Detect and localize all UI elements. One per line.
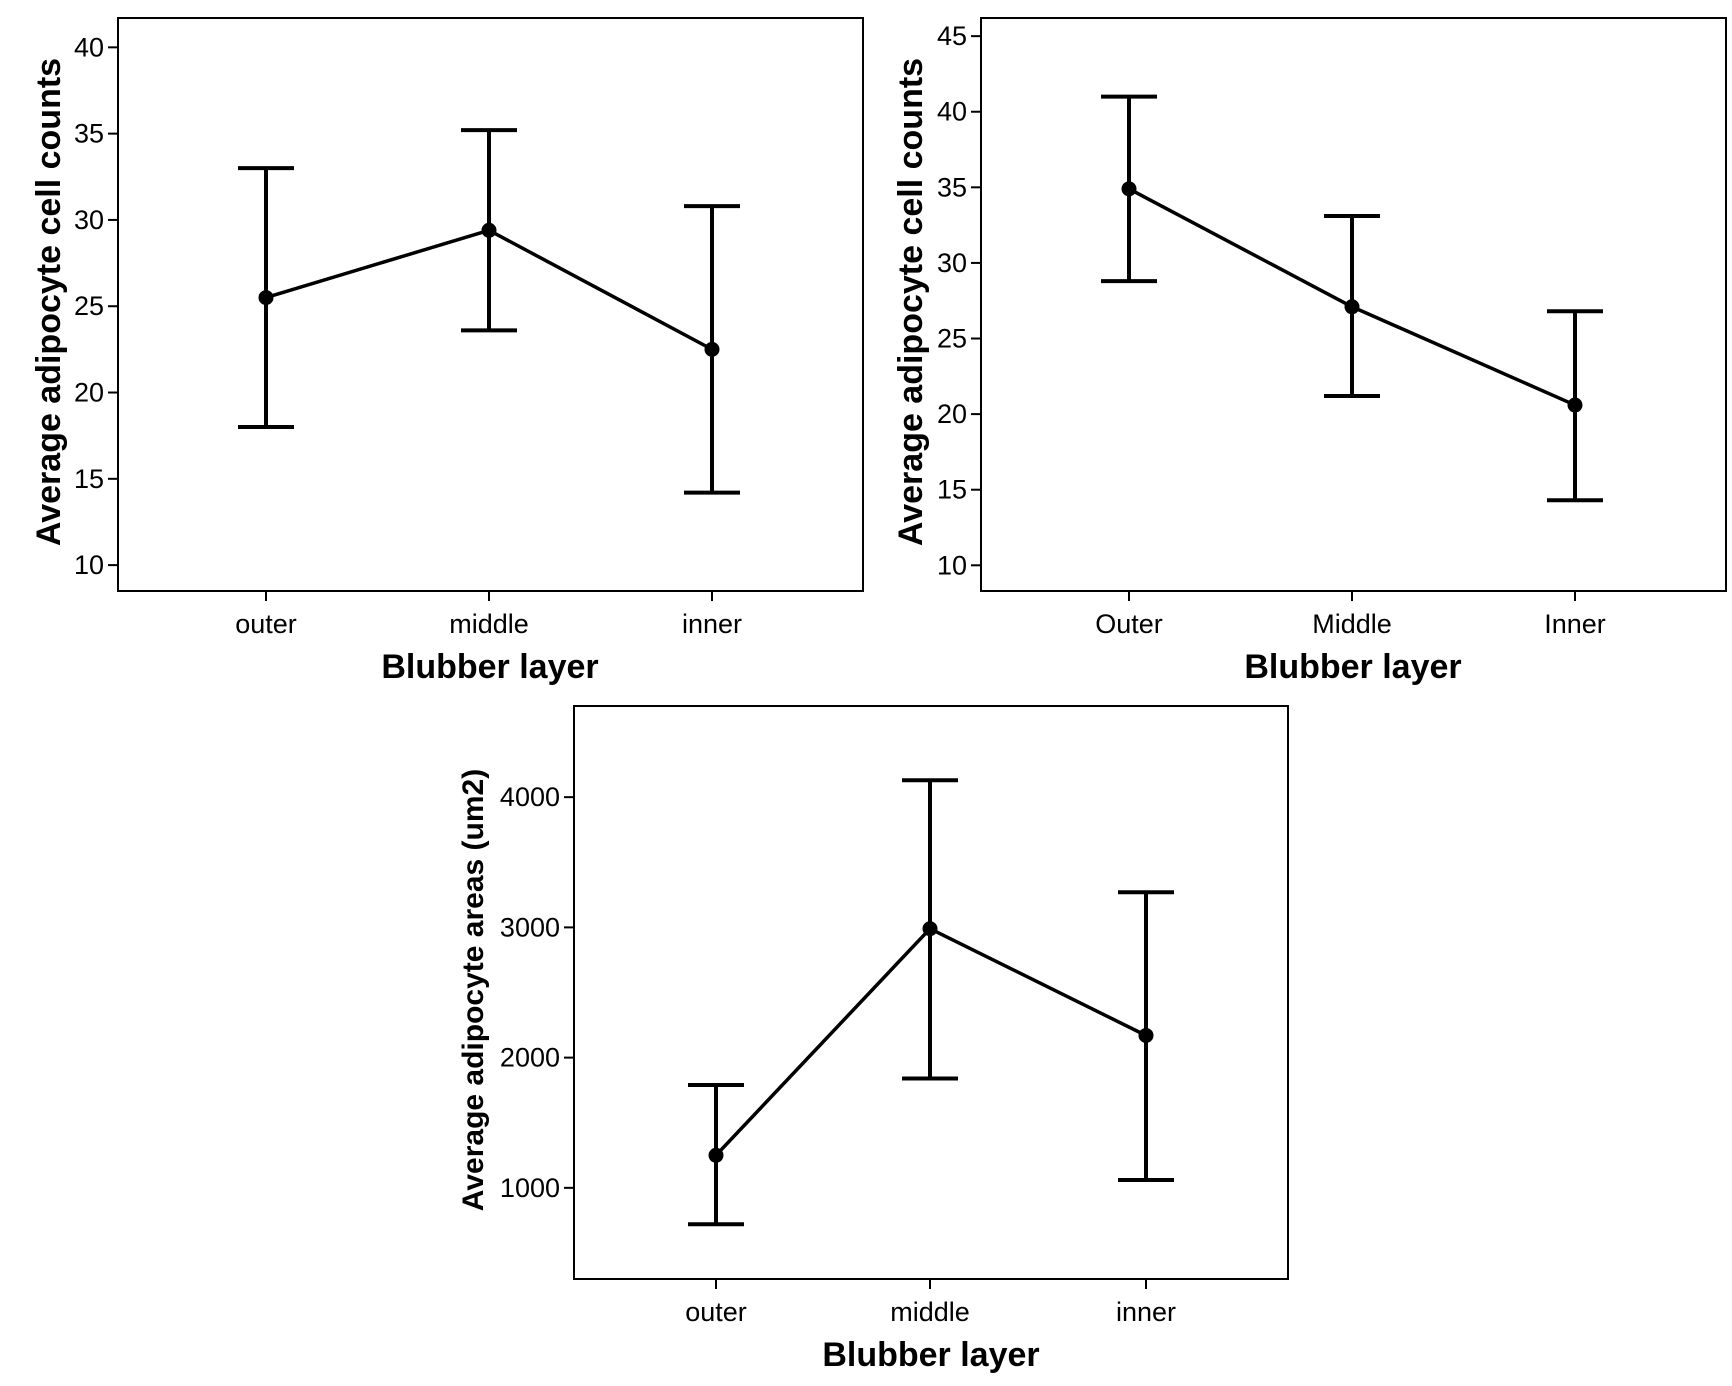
x-axis-title: Blubber layer bbox=[822, 1336, 1039, 1374]
chart-panel-3: 1000 2000 3000 4000 outer middle inner Blubbe… bbox=[457, 705, 1289, 1374]
data-point bbox=[704, 341, 720, 357]
y-tick-label: 15 bbox=[74, 464, 104, 494]
x-tick-label: outer bbox=[685, 1297, 747, 1327]
y-axis-title: Average adipocyte cell counts bbox=[892, 58, 930, 546]
data-point bbox=[1344, 299, 1360, 315]
y-axis-title: Average adipocyte areas (um2) bbox=[457, 769, 490, 1211]
x-tick-label: inner bbox=[1116, 1297, 1176, 1327]
y-tick-label: 35 bbox=[937, 172, 967, 202]
y-tick-label: 4000 bbox=[500, 782, 560, 812]
y-tick-label: 20 bbox=[937, 399, 967, 429]
x-tick-label: middle bbox=[890, 1297, 970, 1327]
data-point bbox=[481, 222, 497, 238]
plot-content bbox=[238, 128, 740, 495]
y-tick-label: 2000 bbox=[500, 1043, 560, 1073]
chart-panel-2: 10 15 20 25 30 35 40 45 Outer Middle Inner Blubbe… bbox=[892, 17, 1727, 686]
plot-content bbox=[1101, 94, 1603, 503]
x-tick-label: middle bbox=[449, 609, 529, 639]
y-tick-label: 40 bbox=[74, 32, 104, 62]
y-tick-label: 15 bbox=[937, 475, 967, 505]
y-axis: 1000 2000 3000 4000 bbox=[500, 782, 574, 1203]
x-tick-label: outer bbox=[235, 609, 297, 639]
y-tick-label: 40 bbox=[937, 97, 967, 127]
y-tick-label: 25 bbox=[74, 291, 104, 321]
x-tick-label: Middle bbox=[1312, 609, 1392, 639]
x-tick-label: Inner bbox=[1544, 609, 1606, 639]
data-point bbox=[708, 1147, 724, 1163]
x-axis: Outer Middle Inner bbox=[1095, 591, 1606, 639]
y-tick-label: 10 bbox=[74, 550, 104, 580]
y-tick-label: 30 bbox=[74, 205, 104, 235]
data-point bbox=[1567, 397, 1583, 413]
y-tick-label: 30 bbox=[937, 248, 967, 278]
y-axis-title: Average adipocyte cell counts bbox=[30, 58, 68, 546]
plot-frame bbox=[117, 17, 864, 592]
y-tick-label: 20 bbox=[74, 378, 104, 408]
plot-frame bbox=[980, 17, 1727, 592]
y-tick-label: 1000 bbox=[500, 1173, 560, 1203]
x-tick-label: inner bbox=[682, 609, 742, 639]
data-point bbox=[1138, 1027, 1154, 1043]
x-axis-title: Blubber layer bbox=[381, 648, 598, 686]
x-axis: outer middle inner bbox=[685, 1279, 1176, 1327]
y-tick-label: 25 bbox=[937, 324, 967, 354]
x-axis: outer middle inner bbox=[235, 591, 742, 639]
plot-content bbox=[688, 778, 1174, 1227]
data-point bbox=[258, 290, 274, 306]
y-tick-label: 3000 bbox=[500, 912, 560, 942]
data-point bbox=[1121, 181, 1137, 197]
y-tick-label: 35 bbox=[74, 119, 104, 149]
y-axis: 10 15 20 25 30 35 40 bbox=[74, 32, 118, 580]
x-axis-title: Blubber layer bbox=[1244, 648, 1461, 686]
y-tick-label: 45 bbox=[937, 21, 967, 51]
data-point bbox=[922, 921, 938, 937]
y-axis: 10 15 20 25 30 35 40 45 bbox=[937, 21, 981, 580]
chart-panel-1: 10 15 20 25 30 35 40 outer middle inner Blubber … bbox=[30, 17, 864, 686]
y-tick-label: 10 bbox=[937, 550, 967, 580]
x-tick-label: Outer bbox=[1095, 609, 1163, 639]
